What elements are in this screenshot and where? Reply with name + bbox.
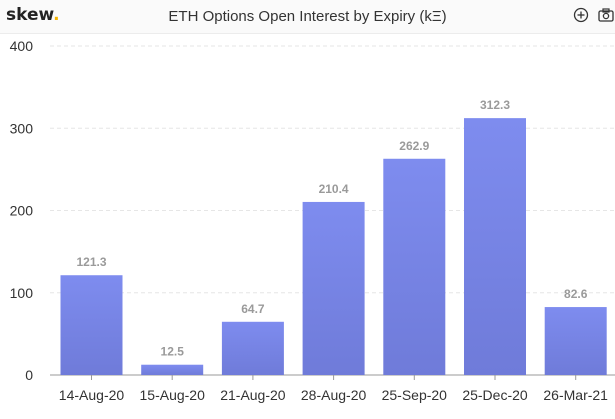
x-axis-ticks: 14-Aug-20 15-Aug-20 21-Aug-20 28-Aug-20 25-S… [59, 375, 608, 403]
logo-text: skew [6, 5, 54, 25]
data-label: 12.5 [161, 345, 185, 359]
chart-title: ETH Options Open Interest by Expiry (kΞ) [168, 8, 447, 25]
bars [60, 118, 607, 376]
data-label: 262.9 [399, 139, 429, 153]
data-label: 210.4 [319, 182, 349, 196]
x-tick-label: 25-Dec-20 [462, 387, 528, 403]
y-tick-label: 100 [10, 285, 34, 301]
y-tick-label: 200 [10, 203, 34, 219]
x-tick-label: 25-Sep-20 [382, 387, 448, 403]
data-label: 64.7 [241, 302, 265, 316]
bar-25-Sep-20[interactable] [383, 158, 446, 375]
x-tick-label: 15-Aug-20 [140, 387, 206, 403]
y-tick-label: 400 [10, 38, 34, 54]
data-label: 121.3 [76, 255, 106, 269]
bar-21-Aug-20[interactable] [221, 321, 284, 375]
data-label: 82.6 [564, 287, 588, 301]
y-axis-ticks: 0 100 200 300 400 [10, 38, 34, 383]
zoom-in-icon[interactable] [573, 7, 589, 23]
chart-header: skew. ETH Options Open Interest by Expir… [0, 0, 615, 34]
bar-25-Dec-20[interactable] [464, 118, 526, 376]
x-tick-label: 21-Aug-20 [220, 387, 286, 403]
camera-icon[interactable] [598, 7, 614, 23]
bar-28-Aug-20[interactable] [302, 201, 365, 375]
x-tick-label: 14-Aug-20 [59, 387, 125, 403]
skew-logo: skew. [6, 5, 60, 25]
bar-26-Mar-21[interactable] [544, 307, 607, 375]
y-tick-label: 300 [10, 120, 34, 136]
data-labels: 121.3 12.5 64.7 210.4 262.9 312.3 82.6 [76, 98, 587, 359]
x-tick-label: 26-Mar-21 [543, 387, 608, 403]
y-tick-label: 0 [25, 367, 33, 383]
data-label: 312.3 [480, 98, 510, 112]
logo-dot: . [53, 5, 60, 25]
bar-15-Aug-20[interactable] [141, 364, 204, 375]
x-tick-label: 28-Aug-20 [301, 387, 367, 403]
bar-14-Aug-20[interactable] [60, 275, 123, 375]
